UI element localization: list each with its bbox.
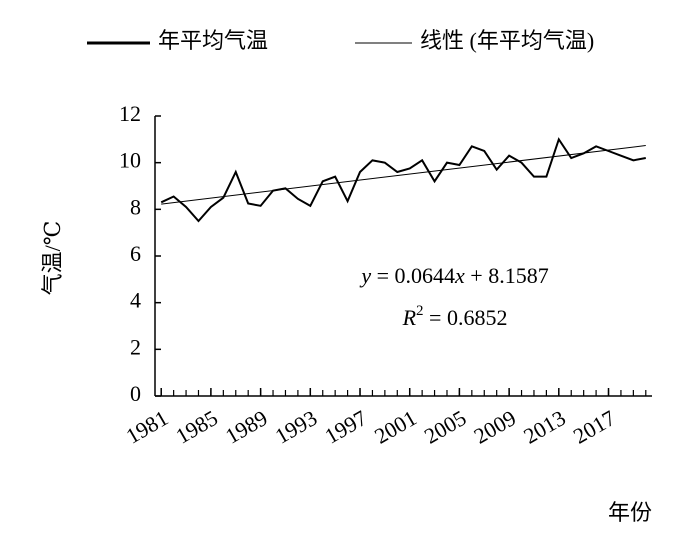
annotation-part: 0.6852	[447, 305, 508, 330]
data-line	[160, 137, 646, 223]
x-tick-label: 2001	[370, 405, 421, 449]
annotation-part: x	[454, 263, 465, 288]
annotation: R2 = 0.6852	[402, 303, 508, 330]
y-tick-label: 2	[130, 334, 141, 359]
y-tick-label: 6	[130, 241, 141, 266]
x-tick-label: 2005	[420, 405, 471, 449]
annotation-part: 8.1587	[488, 263, 549, 288]
y-tick-label: 8	[130, 194, 141, 219]
x-tick-label: 1997	[320, 405, 371, 449]
x-tick-label: 2013	[519, 405, 570, 449]
x-tick-label: 2017	[569, 405, 620, 449]
annotation-part: =	[424, 305, 447, 330]
x-tick-label: 1985	[171, 405, 222, 449]
annotation-part: 2	[416, 303, 424, 319]
x-tick-label: 2009	[470, 405, 521, 449]
annotation-part: =	[371, 263, 394, 288]
y-tick-label: 12	[119, 101, 141, 126]
annotation-part: +	[465, 263, 488, 288]
legend-label: 线性 (年平均气温)	[420, 28, 594, 53]
y-tick-label: 10	[119, 148, 141, 173]
trendline	[161, 145, 646, 205]
annotation-part: 0.0644	[395, 263, 456, 288]
x-tick-label: 1989	[221, 405, 272, 449]
annotation-part: R	[402, 305, 417, 330]
y-axis-label: 气温/℃	[40, 221, 65, 296]
y-tick-label: 0	[130, 381, 141, 406]
x-axis-label: 年份	[608, 500, 652, 525]
annotation-part: y	[359, 263, 371, 288]
x-tick-label: 1993	[271, 405, 322, 449]
annotation: y = 0.0644x + 8.1587	[359, 263, 548, 288]
x-tick-label: 1981	[122, 405, 173, 449]
legend-label: 年平均气温	[158, 28, 268, 53]
y-tick-label: 4	[130, 288, 141, 313]
